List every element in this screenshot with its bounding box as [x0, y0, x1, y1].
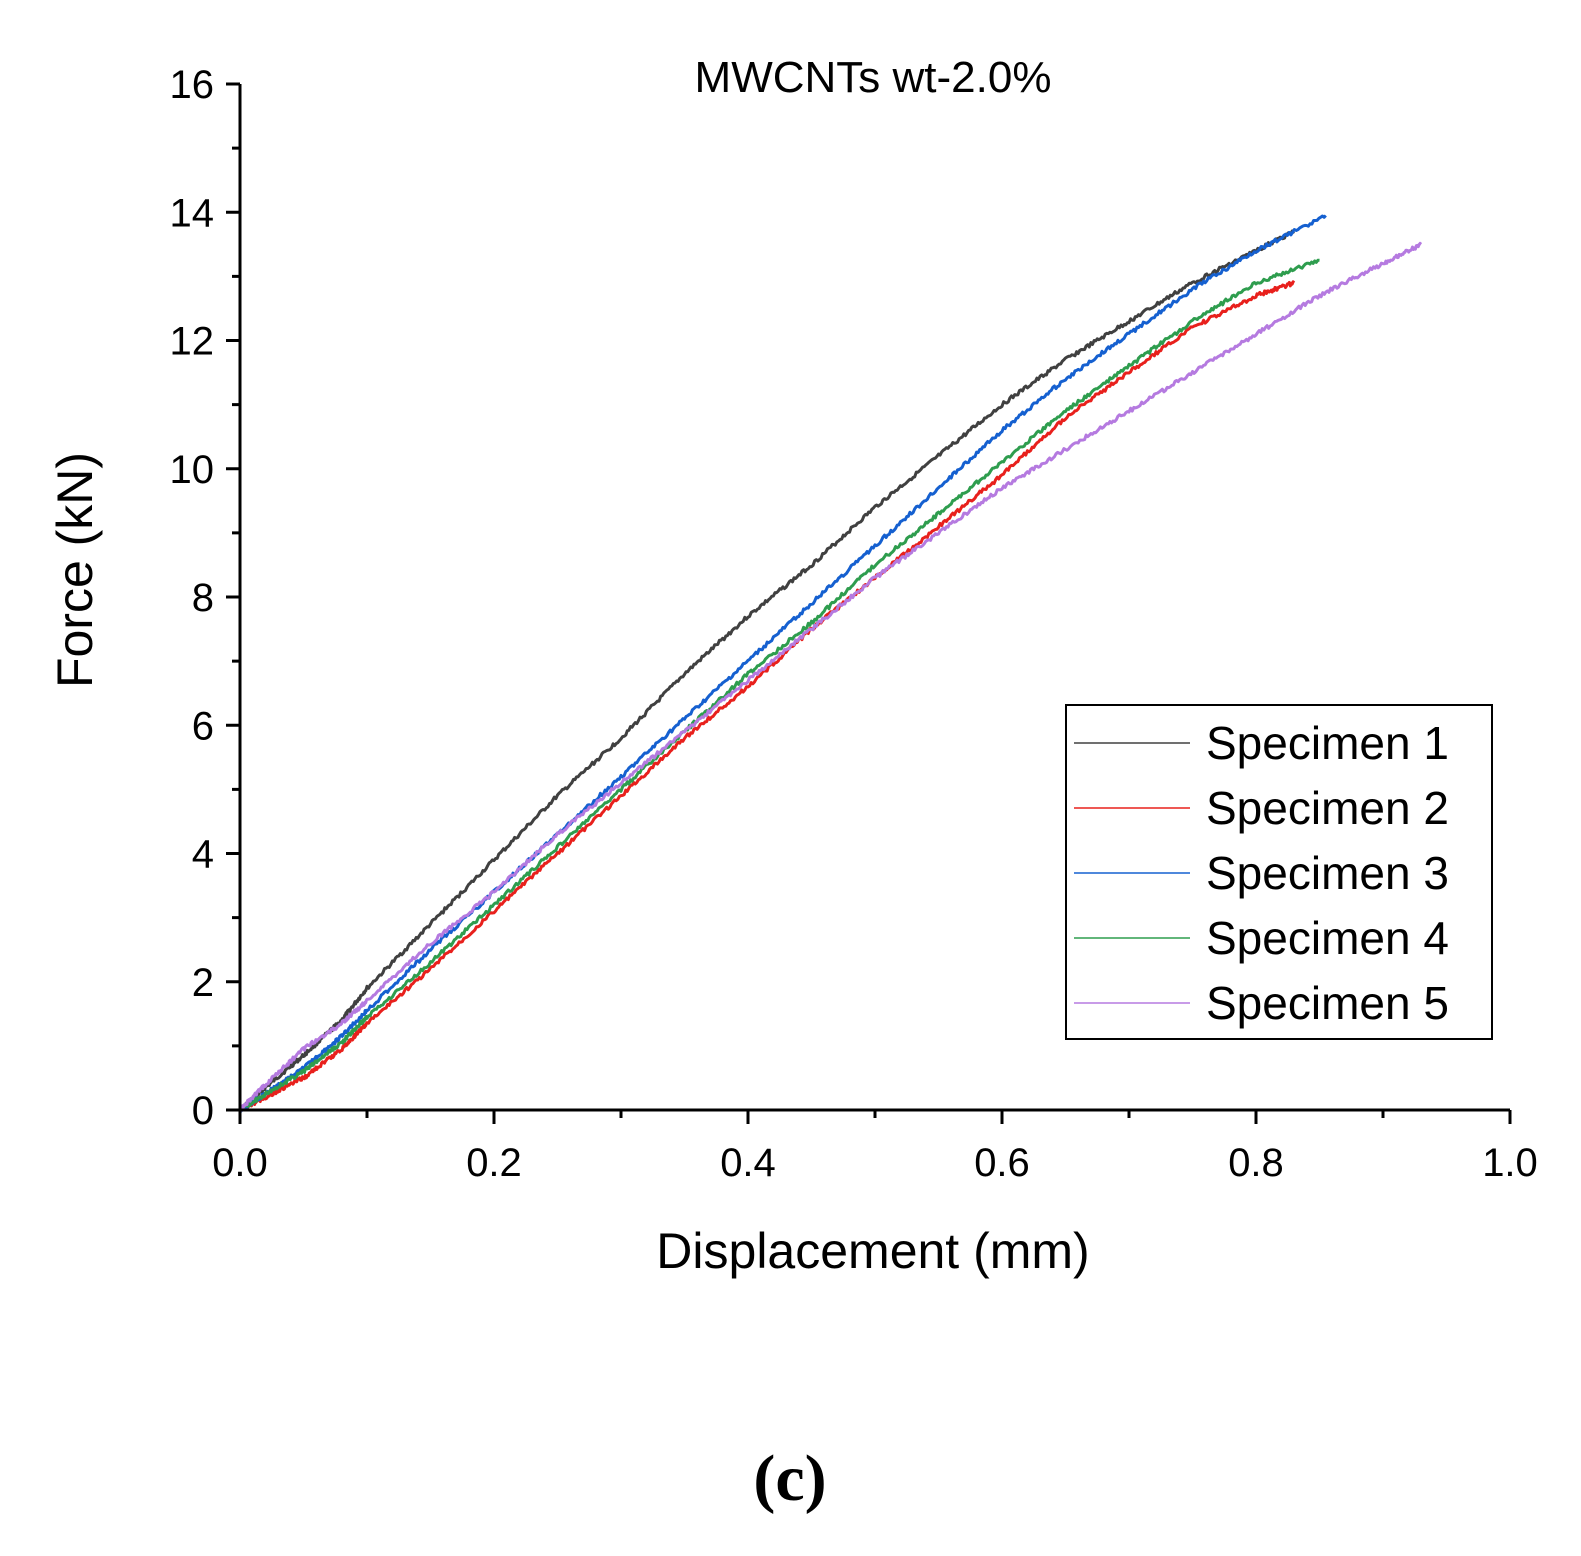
legend-box — [1065, 704, 1493, 1040]
y-tick-label: 0 — [192, 1089, 214, 1133]
series-layer — [238, 214, 1423, 1113]
x-ticks: 0.0 0.2 0.4 0.6 0.8 1.0 — [212, 1110, 1538, 1185]
y-ticks: 0 2 4 6 8 10 12 14 16 — [170, 63, 240, 1133]
legend-label-3: Specimen 3 — [1206, 847, 1449, 899]
y-tick-label: 14 — [170, 191, 215, 235]
series-line-3 — [238, 214, 1327, 1113]
y-tick-label: 12 — [170, 320, 215, 364]
y-tick-label: 10 — [170, 448, 215, 492]
x-tick-label: 1.0 — [1482, 1141, 1538, 1185]
legend-label-5: Specimen 5 — [1206, 977, 1449, 1029]
x-tick-label: 0.8 — [1228, 1141, 1284, 1185]
chart-title: MWCNTs wt-2.0% — [695, 53, 1052, 102]
y-tick-label: 16 — [170, 63, 215, 107]
legend-label-2: Specimen 2 — [1206, 782, 1449, 834]
series-line-2 — [238, 280, 1296, 1112]
y-tick-label: 6 — [192, 704, 214, 748]
series-line-5 — [239, 241, 1423, 1112]
series-line-4 — [239, 258, 1320, 1112]
legend-items: Specimen 1 Specimen 2 Specimen 3 Specimen 4… — [1074, 717, 1449, 1029]
x-tick-label: 0.4 — [720, 1141, 776, 1185]
x-axis-title: Displacement (mm) — [656, 1223, 1089, 1279]
y-tick-label: 2 — [192, 961, 214, 1005]
panel-label: (c) — [753, 1442, 826, 1515]
y-tick-label: 8 — [192, 576, 214, 620]
series-line-1 — [238, 229, 1296, 1113]
x-tick-label: 0.6 — [974, 1141, 1030, 1185]
x-tick-label: 0.0 — [212, 1141, 268, 1185]
legend-label-1: Specimen 1 — [1206, 717, 1449, 769]
legend-label-4: Specimen 4 — [1206, 912, 1449, 964]
y-axis-title: Force (kN) — [47, 452, 103, 688]
y-tick-label: 4 — [192, 833, 214, 877]
legend: Specimen 1 Specimen 2 Specimen 3 Specimen 4… — [1065, 704, 1493, 1040]
x-tick-label: 0.2 — [466, 1141, 522, 1185]
